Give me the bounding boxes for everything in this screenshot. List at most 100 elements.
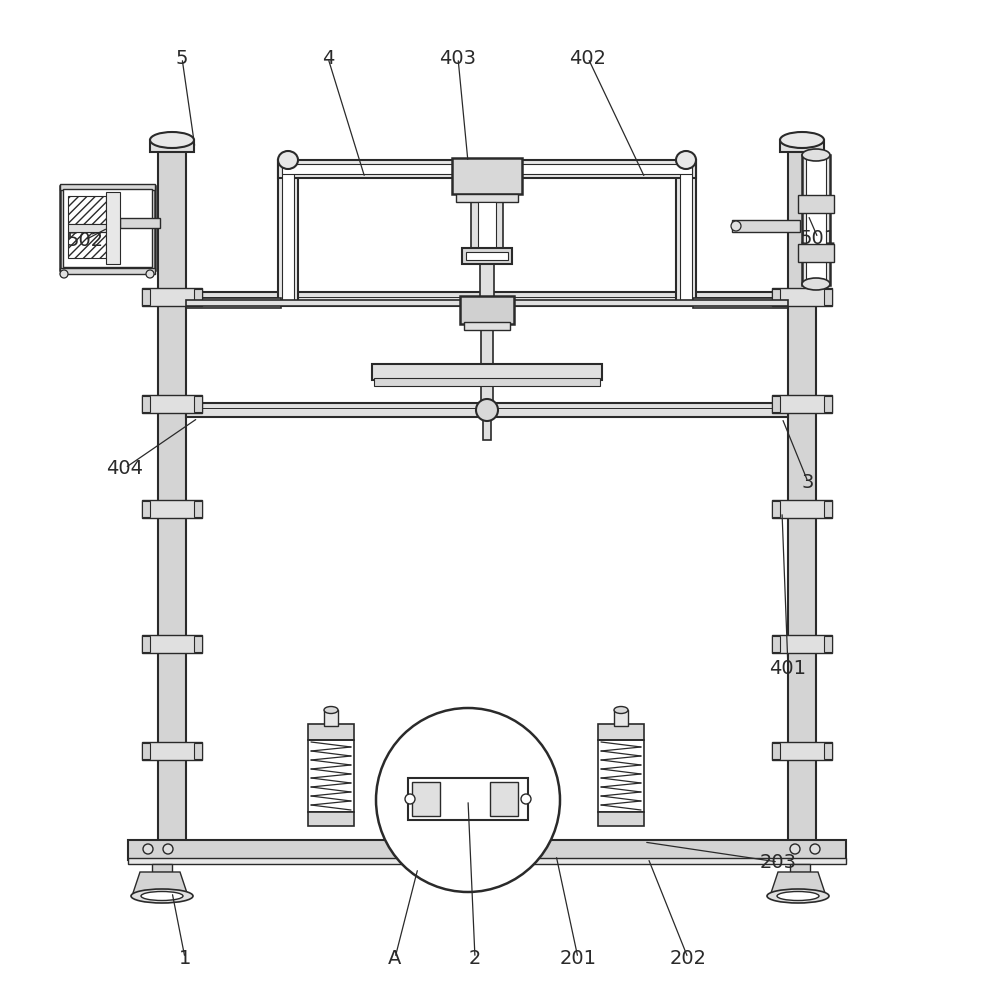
Bar (460, 296, 514, 324)
Text: 5: 5 (175, 48, 188, 68)
Bar (452, 158, 522, 194)
Bar (372, 364, 602, 380)
Bar (680, 163, 692, 304)
Circle shape (810, 844, 820, 854)
Bar (374, 378, 600, 386)
Bar (772, 396, 780, 412)
Circle shape (521, 794, 531, 804)
Bar (732, 220, 800, 232)
Bar (790, 864, 810, 872)
Bar (308, 724, 354, 740)
Bar (68, 224, 106, 232)
Bar (142, 636, 150, 652)
Bar (68, 232, 106, 258)
Bar (194, 743, 202, 759)
Bar (150, 140, 194, 152)
Bar (824, 289, 832, 305)
Circle shape (731, 221, 741, 231)
Bar (824, 396, 832, 412)
Circle shape (405, 794, 415, 804)
Ellipse shape (676, 151, 696, 169)
Ellipse shape (802, 278, 830, 290)
Circle shape (163, 844, 173, 854)
Ellipse shape (780, 132, 824, 148)
Ellipse shape (767, 889, 829, 903)
Bar (481, 328, 493, 368)
Bar (282, 164, 692, 174)
Bar (308, 812, 354, 826)
Bar (142, 396, 150, 412)
Bar (598, 740, 644, 812)
Bar (142, 289, 150, 305)
Bar (676, 160, 696, 305)
Ellipse shape (141, 892, 183, 900)
Circle shape (146, 270, 154, 278)
Bar (142, 395, 202, 413)
Ellipse shape (278, 151, 298, 169)
Bar (278, 160, 298, 305)
Bar (598, 812, 644, 826)
Bar (282, 163, 294, 304)
Bar (63, 189, 152, 267)
Bar (142, 500, 202, 518)
Bar (142, 743, 150, 759)
Bar (464, 322, 510, 330)
Ellipse shape (324, 706, 338, 714)
Bar (128, 840, 846, 860)
Bar (106, 192, 120, 264)
Bar (142, 635, 202, 653)
Bar (780, 140, 824, 152)
Bar (186, 403, 788, 417)
Bar (194, 396, 202, 412)
Bar (308, 740, 354, 812)
Text: 404: 404 (106, 458, 144, 478)
Polygon shape (770, 872, 826, 896)
Bar (142, 501, 150, 517)
Bar (480, 263, 494, 303)
Bar (60, 184, 155, 190)
Bar (772, 635, 832, 653)
Bar (772, 500, 832, 518)
Text: 202: 202 (670, 948, 706, 968)
Circle shape (376, 708, 560, 892)
Bar (772, 636, 780, 652)
Bar (324, 710, 338, 726)
Ellipse shape (777, 892, 819, 900)
Text: 403: 403 (439, 48, 477, 68)
Bar (693, 298, 788, 308)
Circle shape (143, 844, 153, 854)
Bar (824, 743, 832, 759)
Bar (478, 202, 496, 252)
Text: 201: 201 (559, 948, 597, 968)
Bar (120, 218, 160, 228)
Bar (186, 292, 788, 306)
Text: 402: 402 (569, 48, 607, 68)
Bar (412, 782, 440, 816)
Bar (798, 244, 834, 262)
Bar (462, 248, 512, 264)
Bar (772, 288, 832, 306)
Bar (158, 148, 186, 842)
Bar (772, 743, 780, 759)
Ellipse shape (150, 132, 194, 148)
Bar (798, 195, 834, 213)
Bar (772, 289, 780, 305)
Bar (194, 289, 202, 305)
Bar (186, 300, 788, 306)
Circle shape (790, 844, 800, 854)
Text: 4: 4 (322, 48, 334, 68)
Bar (598, 724, 644, 740)
Bar (194, 636, 202, 652)
Bar (466, 252, 508, 260)
Circle shape (476, 399, 498, 421)
Text: 1: 1 (179, 948, 191, 968)
Bar (614, 710, 628, 726)
Bar (772, 395, 832, 413)
Text: 502: 502 (66, 231, 103, 249)
Bar (772, 742, 832, 760)
Ellipse shape (131, 889, 193, 903)
Bar (490, 782, 518, 816)
Bar (483, 420, 491, 440)
Bar (142, 742, 202, 760)
Text: A: A (388, 948, 402, 968)
